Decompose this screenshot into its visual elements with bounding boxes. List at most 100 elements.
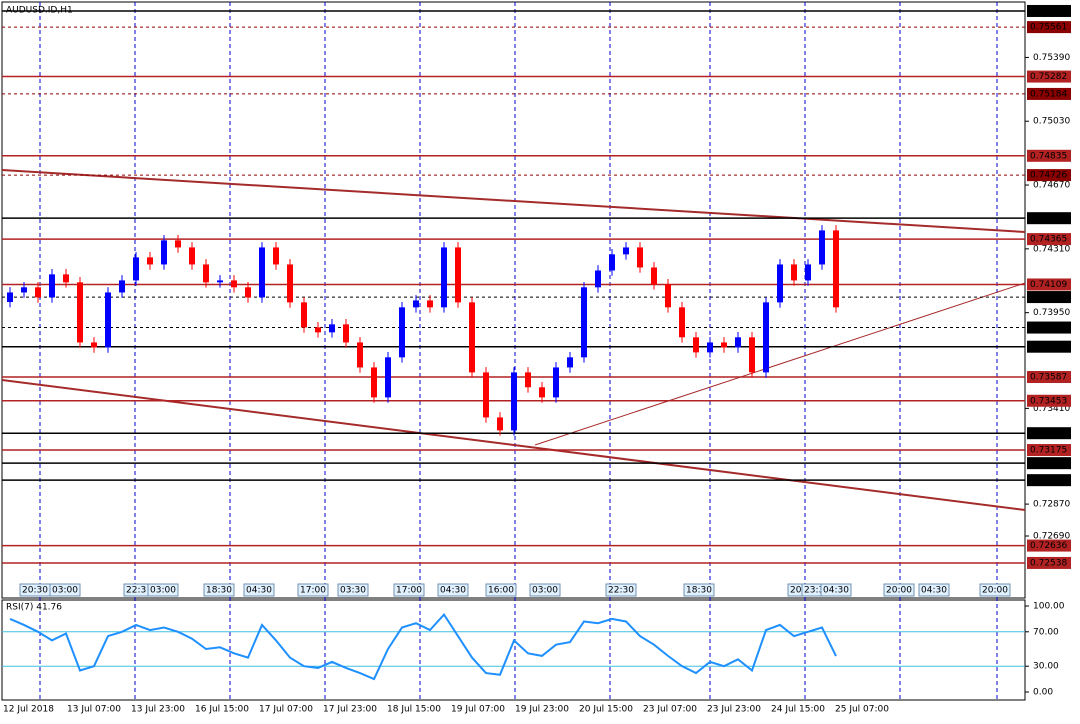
level-box bbox=[1027, 87, 1071, 100]
level-label: 0.74365 bbox=[1030, 235, 1067, 245]
x-tick-label: 13 Jul 23:00 bbox=[131, 705, 185, 715]
rsi-line bbox=[9, 612, 837, 681]
session-box bbox=[918, 583, 950, 597]
x-tick-label: 12 Jul 2018 bbox=[3, 705, 54, 715]
y-tick-label: 0.74310 bbox=[1033, 244, 1070, 254]
session-label: 20:30 bbox=[22, 586, 48, 596]
candle-body bbox=[595, 270, 601, 288]
candle-body bbox=[539, 387, 545, 398]
candle-body bbox=[371, 367, 377, 398]
session-label: 17:00 bbox=[300, 586, 326, 596]
level-box bbox=[1027, 474, 1071, 487]
trendlines bbox=[1, 169, 1026, 511]
level-label: 0.73758 bbox=[1030, 342, 1067, 352]
candle-body bbox=[35, 287, 41, 298]
level-label: 0.73175 bbox=[1030, 446, 1067, 456]
candle-body bbox=[399, 307, 405, 358]
level-label: 0.74109 bbox=[1030, 280, 1067, 290]
x-tick-label: 17 Jul 23:00 bbox=[323, 705, 377, 715]
level-label: 0.73453 bbox=[1030, 396, 1067, 406]
trendline bbox=[1, 169, 1026, 233]
session-label: 22:3 bbox=[126, 586, 146, 596]
session-box bbox=[979, 583, 1011, 597]
candle-body bbox=[721, 342, 727, 348]
candle-body bbox=[511, 372, 517, 431]
candle-body bbox=[763, 302, 769, 373]
candle-body bbox=[833, 230, 839, 308]
candle-body bbox=[413, 300, 419, 308]
level-box bbox=[1027, 539, 1071, 552]
rsi-tick-label: 30.00 bbox=[1033, 662, 1059, 672]
level-box bbox=[1027, 444, 1071, 457]
candle-body bbox=[343, 324, 349, 343]
level-box bbox=[1027, 169, 1071, 182]
level-label: 0.73587 bbox=[1030, 373, 1067, 383]
candle-body bbox=[749, 337, 755, 373]
trendline bbox=[1, 379, 1026, 511]
level-label: 0.75184 bbox=[1030, 89, 1067, 99]
session-box bbox=[147, 583, 179, 597]
x-tick-label: 16 Jul 15:00 bbox=[195, 705, 249, 715]
candle-body bbox=[105, 292, 111, 348]
candle-body bbox=[777, 264, 783, 303]
candle-body bbox=[441, 247, 447, 308]
level-box bbox=[1027, 457, 1071, 470]
candle-body bbox=[609, 254, 615, 271]
session-label: 04:30 bbox=[246, 586, 272, 596]
candle-body bbox=[49, 274, 55, 298]
candle-body bbox=[329, 324, 335, 333]
y-tick-label: 0.73950 bbox=[1033, 308, 1070, 318]
x-tick-label: 17 Jul 07:00 bbox=[259, 705, 313, 715]
level-box bbox=[1027, 427, 1071, 440]
level-label: 0.74835 bbox=[1030, 151, 1067, 161]
level-label: 0.73866 bbox=[1030, 323, 1067, 333]
candle-body bbox=[63, 274, 69, 283]
session-label: 23:3 bbox=[804, 586, 824, 596]
level-box bbox=[1027, 371, 1071, 384]
y-tick-label: 0.75390 bbox=[1033, 53, 1070, 63]
level-label: 0.73101 bbox=[1030, 459, 1067, 469]
candle-body bbox=[133, 257, 139, 281]
session-label: 03:00 bbox=[532, 586, 558, 596]
candle-body bbox=[581, 287, 587, 358]
session-box bbox=[337, 583, 369, 597]
candle-body bbox=[805, 264, 811, 281]
level-box bbox=[1027, 21, 1071, 34]
candle-body bbox=[469, 302, 475, 373]
session-label: 03:00 bbox=[52, 586, 78, 596]
candle-body bbox=[567, 357, 573, 368]
level-box bbox=[1027, 149, 1071, 162]
x-tick-label: 19 Jul 07:00 bbox=[451, 705, 505, 715]
rsi-tick-label: 0.00 bbox=[1033, 688, 1053, 698]
level-box bbox=[1027, 212, 1071, 225]
y-tick-label: 0.75030 bbox=[1033, 117, 1070, 127]
level-box bbox=[1027, 278, 1071, 291]
level-label: 0.75652 bbox=[1030, 6, 1067, 16]
session-box bbox=[203, 583, 235, 597]
candle-body bbox=[791, 264, 797, 281]
session-label: 18:30 bbox=[686, 586, 712, 596]
candle-body bbox=[623, 247, 629, 255]
session-label: 16:00 bbox=[488, 586, 514, 596]
candle-body bbox=[553, 367, 559, 398]
candle-body bbox=[679, 307, 685, 338]
candle-body bbox=[665, 284, 671, 308]
rsi-tick-label: 70.00 bbox=[1033, 627, 1059, 637]
level-box bbox=[1027, 321, 1071, 334]
candle-body bbox=[651, 267, 657, 285]
candle-body bbox=[259, 247, 265, 298]
rsi-tick-label: 100.00 bbox=[1033, 602, 1065, 612]
y-tick-label: 0.73410 bbox=[1033, 404, 1070, 414]
x-tick-label: 19 Jul 23:00 bbox=[515, 705, 569, 715]
session-label: 17:00 bbox=[396, 586, 422, 596]
candle-body bbox=[819, 230, 825, 265]
candle-body bbox=[385, 357, 391, 398]
level-label: 0.72636 bbox=[1030, 541, 1067, 551]
level-label: 0.74038 bbox=[1030, 293, 1067, 303]
session-box bbox=[883, 583, 915, 597]
candle-body bbox=[483, 372, 489, 418]
candle-body bbox=[357, 342, 363, 368]
candle-body bbox=[455, 247, 461, 303]
level-label: 0.73005 bbox=[1030, 476, 1067, 486]
